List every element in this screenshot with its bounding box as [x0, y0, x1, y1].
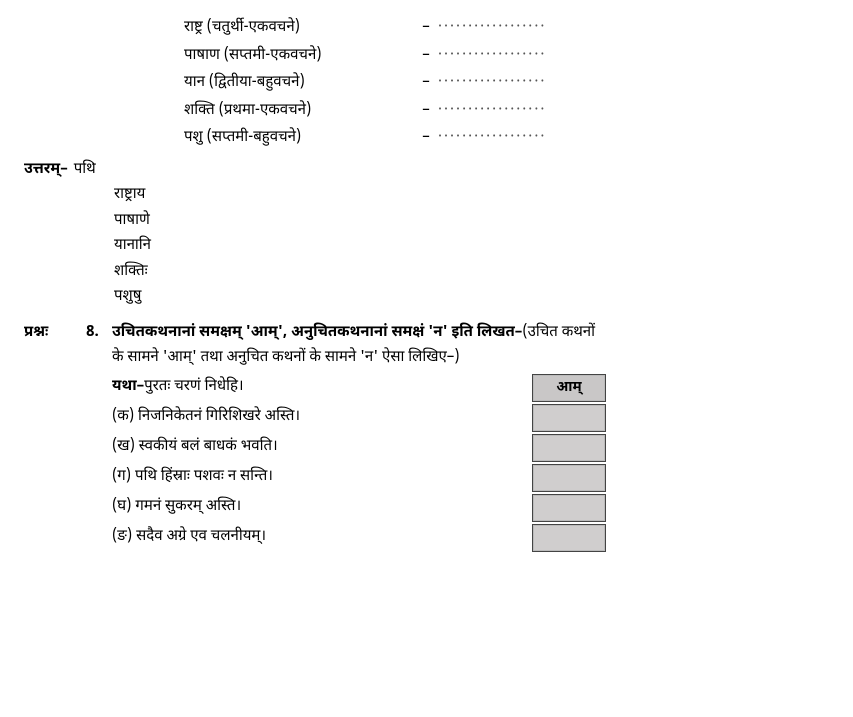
fill-blank: ··················	[438, 99, 546, 125]
fill-row: शक्ति (प्रथमा-एकवचने) – ················…	[184, 99, 829, 125]
option-label: (ख)	[112, 438, 135, 457]
option-row: (ख) स्वकीयं बलं बाधकं भवति।	[112, 434, 829, 462]
fill-row: यान (द्वितीया-बहुवचने) – ···············…	[184, 71, 829, 97]
option-text-cell: (घ) गमनं सुकरम् अस्ति।	[112, 495, 532, 521]
option-text: गमनं सुकरम् अस्ति।	[135, 498, 241, 517]
option-row: (ङ) सदैव अग्रे एव चलनीयम्।	[112, 524, 829, 552]
fill-blank: ··················	[438, 44, 546, 70]
answer-item: शक्तिः	[114, 260, 829, 286]
answer-box[interactable]	[532, 464, 606, 492]
fill-blank: ··················	[438, 71, 546, 97]
answer-box[interactable]	[532, 434, 606, 462]
fill-dash: –	[414, 71, 438, 97]
answer-box[interactable]	[532, 494, 606, 522]
answer-box[interactable]	[532, 524, 606, 552]
fill-dash: –	[414, 99, 438, 125]
option-label: (घ)	[112, 498, 132, 517]
answer-item: यानानि	[114, 234, 829, 260]
fill-row: राष्ट्र (चतुर्थी-एकवचने) – ·············…	[184, 16, 829, 42]
fill-blank: ··················	[438, 126, 546, 152]
answer-box-example: आम्	[532, 374, 606, 402]
question-number: 8.	[86, 321, 112, 347]
fill-word: राष्ट्र (चतुर्थी-एकवचने)	[184, 16, 414, 42]
answer-item: पथि	[74, 158, 96, 184]
answer-item: पशुषु	[114, 285, 829, 311]
option-row: (घ) गमनं सुकरम् अस्ति।	[112, 494, 829, 522]
fill-blank: ··················	[438, 16, 546, 42]
option-text: पथि हिंस्राः पशवः न सन्ति।	[135, 468, 273, 487]
answer-label: उत्तरम्–	[24, 158, 68, 184]
answer-box[interactable]	[532, 404, 606, 432]
question-block: प्रश्नः 8. उचितकथनानां समक्षम् 'आम्', अन…	[24, 321, 829, 552]
fill-dash: –	[414, 16, 438, 42]
fill-dash: –	[414, 126, 438, 152]
answer-item: राष्ट्राय	[114, 183, 829, 209]
question-text: उचितकथनानां समक्षम् 'आम्', अनुचितकथनानां…	[112, 321, 829, 347]
option-text-cell: (ख) स्वकीयं बलं बाधकं भवति।	[112, 435, 532, 461]
option-text: सदैव अग्रे एव चलनीयम्।	[136, 528, 266, 547]
option-label: (ङ)	[112, 528, 132, 547]
example-row: यथा–पुरतः चरणं निधेहि। आम्	[112, 374, 829, 402]
answer-item: पाषाणे	[114, 209, 829, 235]
fill-section: राष्ट्र (चतुर्थी-एकवचने) – ·············…	[24, 16, 829, 152]
fill-word: पाषाण (सप्तमी-एकवचने)	[184, 44, 414, 70]
option-label: (क)	[112, 408, 134, 427]
option-text-cell: (ङ) सदैव अग्रे एव चलनीयम्।	[112, 525, 532, 551]
fill-word: पशु (सप्तमी-बहुवचने)	[184, 126, 414, 152]
example-label: यथा–	[112, 378, 144, 397]
fill-row: पशु (सप्तमी-बहुवचने) – ·················…	[184, 126, 829, 152]
question-prefix: प्रश्नः	[24, 321, 86, 347]
fill-word: यान (द्वितीया-बहुवचने)	[184, 71, 414, 97]
option-text: निजनिकेतनं गिरिशिखरे अस्ति।	[138, 408, 300, 427]
option-text-cell: (क) निजनिकेतनं गिरिशिखरे अस्ति।	[112, 405, 532, 431]
option-row: (ग) पथि हिंस्राः पशवः न सन्ति।	[112, 464, 829, 492]
question-line2: के सामने 'आम्' तथा अनुचित कथनों के सामने…	[112, 346, 829, 372]
option-text: स्वकीयं बलं बाधकं भवति।	[139, 438, 278, 457]
question-tail: (उचित कथनों	[522, 324, 595, 343]
question-bold: उचितकथनानां समक्षम् 'आम्', अनुचितकथनानां…	[112, 324, 522, 343]
fill-dash: –	[414, 44, 438, 70]
answer-block: उत्तरम्– पथि राष्ट्राय पाषाणे यानानि शक्…	[24, 158, 829, 311]
answer-first-row: उत्तरम्– पथि	[24, 158, 829, 184]
fill-word: शक्ति (प्रथमा-एकवचने)	[184, 99, 414, 125]
fill-row: पाषाण (सप्तमी-एकवचने) – ················…	[184, 44, 829, 70]
option-text-cell: (ग) पथि हिंस्राः पशवः न सन्ति।	[112, 465, 532, 491]
option-label: (ग)	[112, 468, 131, 487]
example-text-cell: यथा–पुरतः चरणं निधेहि।	[112, 375, 532, 401]
question-header: प्रश्नः 8. उचितकथनानां समक्षम् 'आम्', अन…	[24, 321, 829, 347]
option-row: (क) निजनिकेतनं गिरिशिखरे अस्ति।	[112, 404, 829, 432]
example-text: पुरतः चरणं निधेहि।	[144, 378, 244, 397]
